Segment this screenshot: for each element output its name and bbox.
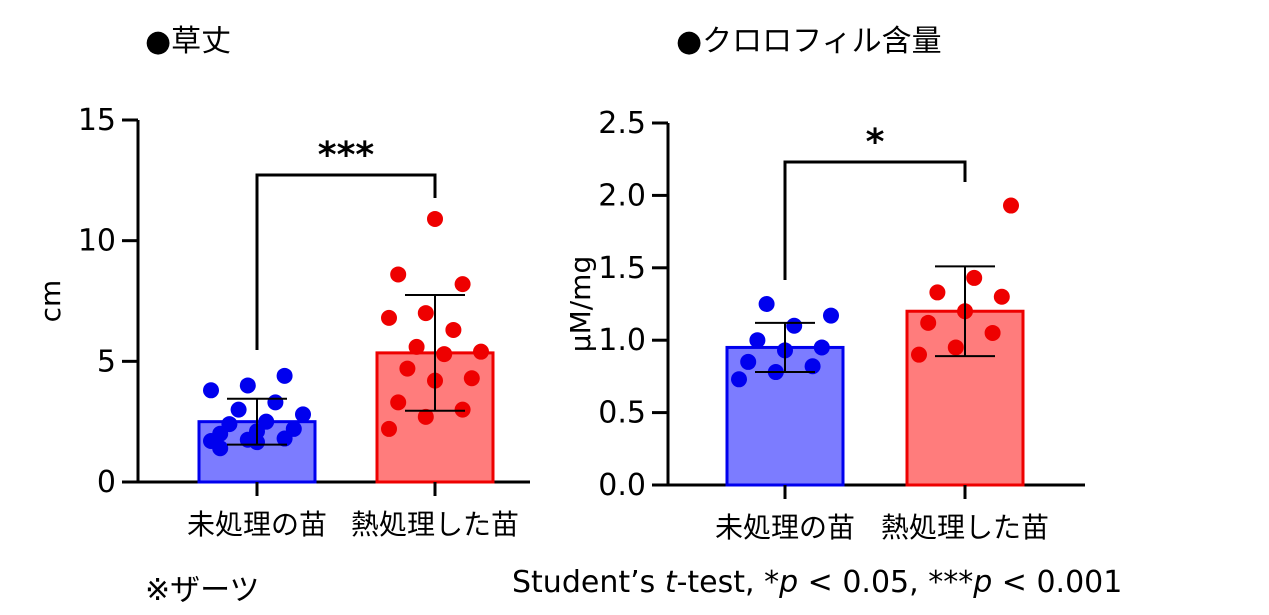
y-tick-label: 0.5 <box>598 396 646 431</box>
y-axis-label: µM/mg <box>564 256 597 352</box>
chart-title-plant-height: ●草丈 <box>145 24 232 59</box>
data-point <box>993 288 1010 305</box>
data-point <box>804 358 821 375</box>
data-point <box>381 309 397 326</box>
data-point <box>920 314 937 331</box>
data-point <box>463 370 480 387</box>
data-point <box>230 401 247 418</box>
data-point <box>390 266 407 283</box>
data-point <box>813 339 830 356</box>
data-point <box>984 324 1001 341</box>
data-point <box>221 416 238 433</box>
data-point <box>276 367 293 384</box>
plant-height-chart: 0 5 10 15 cm 未処理の苗 熱処理した苗 *** <box>34 103 530 541</box>
data-point <box>436 346 453 363</box>
y-tick-label: 0 <box>97 465 116 500</box>
data-point <box>454 401 471 418</box>
data-point <box>381 420 397 437</box>
data-point <box>1003 197 1019 214</box>
data-point <box>267 394 284 411</box>
x-tick-label: 熱処理した苗 <box>351 508 519 541</box>
data-point <box>966 269 983 286</box>
data-point <box>731 371 747 388</box>
chart-title-chlorophyll: ●クロロフィル含量 <box>676 24 942 59</box>
data-point <box>758 296 775 312</box>
y-tick-label: 1.5 <box>598 251 646 286</box>
y-tick-label: 1.0 <box>598 323 646 358</box>
y-axis-label: cm <box>34 280 67 323</box>
data-point <box>929 284 946 301</box>
data-point <box>408 338 425 355</box>
significance-label: *** <box>318 135 375 176</box>
x-tick-label: 未処理の苗 <box>187 508 327 541</box>
data-point <box>786 317 803 334</box>
data-point <box>911 346 927 363</box>
x-tick-label: 熱処理した苗 <box>881 511 1049 544</box>
data-point <box>239 377 256 394</box>
y-tick-label: 2.0 <box>598 178 646 213</box>
x-tick-label: 未処理の苗 <box>715 511 855 544</box>
data-point <box>258 413 275 430</box>
stats-note: Student’s t-test, *p < 0.05, ***p < 0.00… <box>512 565 1123 600</box>
y-tick-label: 5 <box>97 344 116 379</box>
data-point <box>445 321 462 338</box>
significance-bracket <box>783 160 967 280</box>
y-tick-label: 15 <box>78 103 116 138</box>
data-point <box>473 343 489 360</box>
data-point <box>399 360 416 377</box>
data-point <box>947 339 964 356</box>
significance-label: * <box>866 122 885 163</box>
data-point <box>417 408 434 425</box>
y-tick-label: 0.0 <box>598 468 646 503</box>
data-point <box>285 420 302 437</box>
significance-bracket <box>255 173 437 350</box>
chlorophyll-chart: 0.0 0.5 1.0 1.5 2.0 2.5 µM/mg 未処理の苗 熱処理した苗 * <box>564 106 1085 544</box>
data-point <box>390 394 407 411</box>
y-tick-label: 10 <box>78 224 116 259</box>
data-point <box>823 307 839 324</box>
data-point <box>749 332 766 349</box>
y-tick-label: 2.5 <box>598 106 646 141</box>
data-point <box>740 353 757 370</box>
data-point <box>203 382 219 399</box>
data-point <box>295 406 311 423</box>
data-point <box>212 440 229 457</box>
variety-note: ※ザーツ <box>145 573 260 608</box>
data-point <box>427 210 443 227</box>
data-point <box>417 305 434 322</box>
data-point <box>454 276 471 293</box>
